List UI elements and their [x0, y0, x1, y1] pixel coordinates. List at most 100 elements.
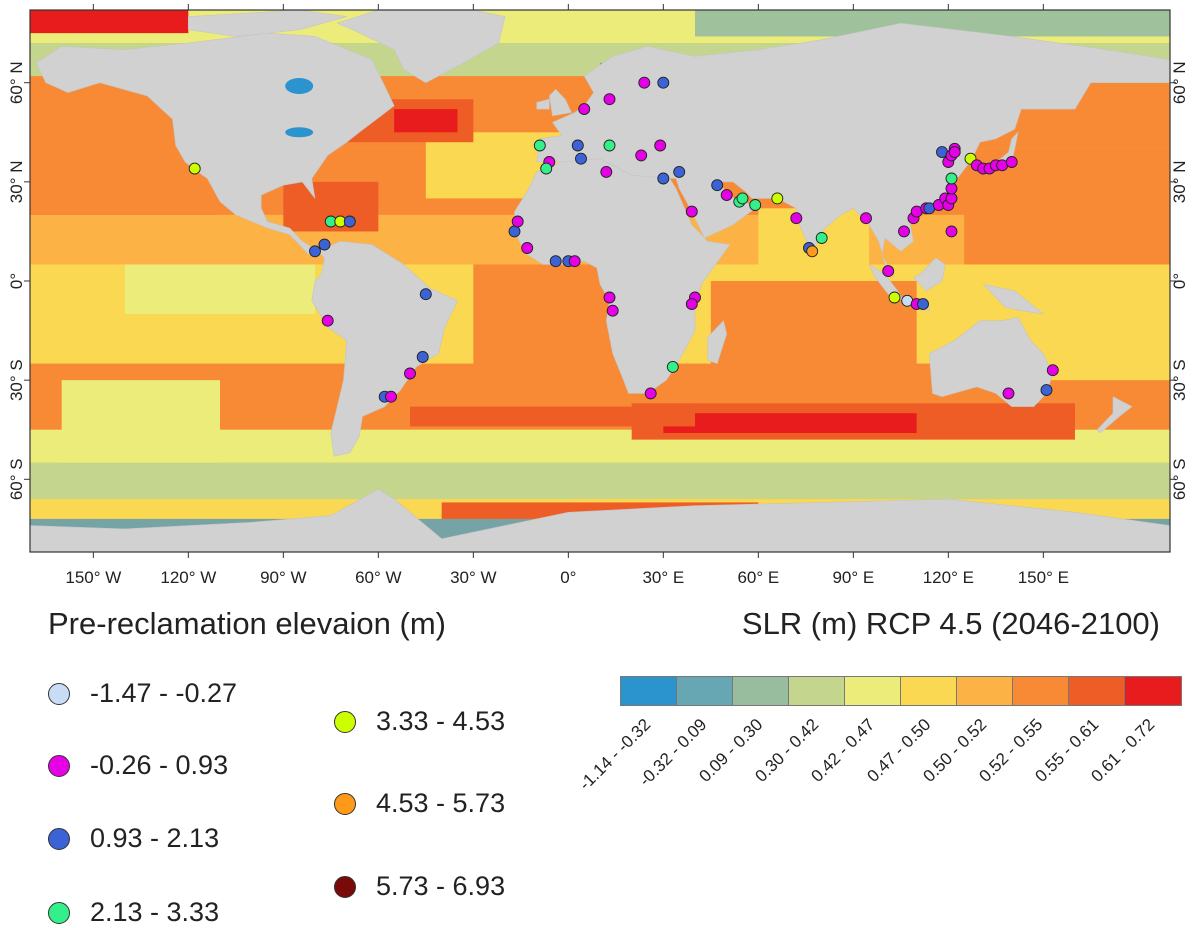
reclamation-site-marker — [508, 225, 521, 238]
lon-label: 90° E — [832, 568, 874, 587]
elevation-legend-item: -0.26 - 0.93 — [48, 750, 228, 781]
elevation-legend-item: 5.73 - 6.93 — [334, 871, 505, 902]
lat-label-left: 30° N — [7, 160, 26, 203]
reclamation-site-marker — [815, 232, 828, 244]
elevation-range-label: 2.13 - 3.33 — [90, 897, 220, 927]
land-polygon — [514, 158, 731, 394]
map-ticks — [24, 4, 1176, 558]
reclamation-site-marker — [606, 304, 619, 317]
elevation-range-label: 5.73 - 6.93 — [376, 871, 506, 901]
lon-label: 120° W — [160, 568, 216, 587]
reclamation-site-marker — [419, 288, 432, 301]
land-polygon — [913, 257, 946, 292]
reclamation-site-marker — [945, 182, 958, 195]
reclamation-site-marker — [657, 172, 670, 185]
slr-scale-swatch — [901, 677, 957, 705]
lat-label-left: 0° — [7, 273, 26, 289]
slr-scale-swatch — [789, 677, 845, 705]
longitude-labels: 150° W 120° W 90° W 60° W 30° W 0° 30° E 60° E 9… — [65, 568, 1069, 587]
reclamation-site-marker — [318, 238, 331, 251]
reclamation-site-marker — [188, 162, 201, 175]
reclamation-sites — [188, 76, 1059, 403]
reclamation-site-marker — [711, 179, 724, 192]
elevation-legend-item: -1.47 - -0.27 — [48, 678, 237, 709]
reclamation-site-marker — [790, 212, 803, 225]
lon-label: 0° — [560, 568, 576, 587]
reclamation-site-marker — [638, 76, 651, 89]
land-polygon — [336, 10, 506, 84]
reclamation-site-marker — [533, 139, 546, 152]
elevation-legend-item: 0.93 - 2.13 — [48, 823, 219, 854]
reclamation-site-marker — [521, 242, 534, 254]
land-polygon — [30, 488, 1170, 552]
elevation-range-label: 3.33 - 4.53 — [376, 706, 506, 736]
land-polygon — [707, 320, 728, 364]
reclamation-site-marker — [666, 360, 679, 373]
hudson-bay — [285, 78, 314, 95]
reclamation-site-marker — [385, 390, 397, 403]
reclamation-site-marker — [600, 165, 613, 178]
reclamation-site-marker — [575, 152, 587, 165]
lat-label-right: 30° S — [1170, 359, 1189, 401]
elevation-swatch — [334, 792, 356, 815]
reclamation-site-marker — [917, 298, 929, 311]
lon-label: 30° W — [450, 568, 496, 587]
land-polygon — [188, 10, 347, 37]
reclamation-site-marker — [321, 314, 334, 327]
reclamation-site-marker — [603, 93, 616, 106]
elevation-range-label: -1.47 - -0.27 — [90, 678, 238, 708]
lon-label: 90° W — [260, 568, 306, 587]
reclamation-site-marker — [654, 139, 667, 152]
land-polygon — [1096, 396, 1133, 434]
reclamation-site-marker — [635, 149, 648, 162]
reclamation-site-marker — [1040, 384, 1053, 397]
reclamation-site-marker — [888, 291, 901, 304]
slr-scale-swatch — [1013, 677, 1069, 705]
elevation-swatch — [48, 754, 70, 777]
reclamation-site-marker — [898, 225, 910, 238]
lat-label-right: 0° — [1170, 273, 1189, 289]
reclamation-site-marker — [1005, 156, 1018, 168]
reclamation-site-marker — [948, 146, 961, 159]
lat-label-right: 30° N — [1170, 160, 1189, 203]
reclamation-site-marker — [568, 255, 581, 268]
reclamation-site-marker — [644, 387, 657, 400]
slr-scale-swatch — [621, 677, 677, 705]
slr-scale-swatch — [1125, 677, 1181, 705]
elevation-swatch — [334, 875, 356, 898]
reclamation-site-marker — [540, 162, 553, 175]
reclamation-site-marker — [749, 199, 762, 211]
land-polygon — [982, 283, 1045, 315]
reclamation-site-marker — [806, 245, 819, 258]
slr-scale-swatch — [733, 677, 789, 705]
elevation-range-label: 4.53 - 5.73 — [376, 788, 506, 818]
elevation-swatch — [48, 901, 70, 924]
reclamation-site-marker — [416, 351, 429, 363]
lat-label-left: 60° N — [7, 61, 26, 104]
elevation-swatch — [48, 682, 70, 705]
elevation-legend-item: 3.33 - 4.53 — [334, 706, 505, 737]
elevation-legend-item: 2.13 - 3.33 — [48, 897, 219, 928]
reclamation-site-marker — [685, 205, 698, 218]
reclamation-site-marker — [882, 265, 895, 278]
reclamation-site-marker — [945, 225, 958, 238]
lon-label: 60° W — [355, 568, 401, 587]
elevation-swatch — [334, 710, 356, 733]
slr-scale-swatch — [845, 677, 901, 705]
lon-label: 120° E — [923, 568, 974, 587]
reclamation-site-marker — [860, 212, 872, 225]
reclamation-site-marker — [736, 192, 749, 205]
reclamation-site-marker — [343, 215, 356, 228]
lon-label: 150° W — [65, 568, 121, 587]
reclamation-site-marker — [571, 139, 584, 152]
reclamation-site-marker — [549, 255, 562, 268]
reclamation-site-marker — [673, 165, 686, 178]
reclamation-site-marker — [404, 367, 416, 380]
slr-legend-title: SLR (m) RCP 4.5 (2046-2100) — [741, 606, 1160, 641]
lat-label-right: 60° N — [1170, 61, 1189, 104]
reclamation-site-marker — [1002, 387, 1015, 400]
reclamation-site-marker — [720, 189, 733, 202]
slr-scale-swatch — [957, 677, 1013, 705]
reclamation-site-marker — [1046, 364, 1059, 377]
